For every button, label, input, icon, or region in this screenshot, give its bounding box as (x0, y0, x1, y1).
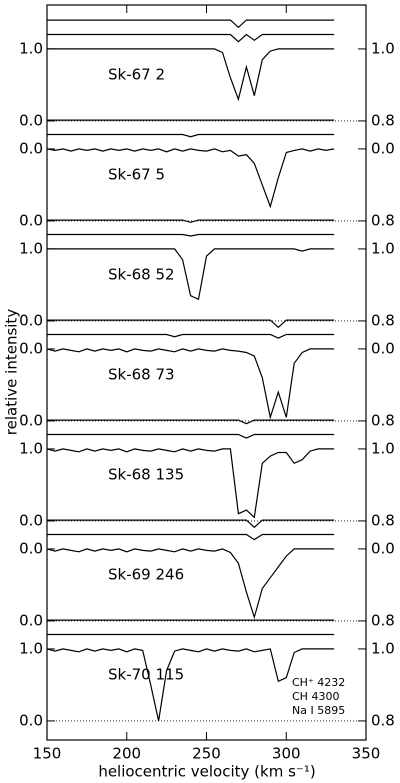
spectrum-line (46, 548, 335, 620)
y-axis-label: relative intensity (3, 309, 21, 436)
y-tick-label: 1.0 (19, 639, 43, 657)
y2-tick-label: 0.8 (371, 311, 395, 329)
spectrum-line (47, 419, 335, 425)
spectrum-line (47, 519, 335, 529)
y-tick-label: 1.0 (19, 439, 43, 457)
x-tick-label: 200 (112, 745, 141, 763)
y2-tick-label: 1.0 (371, 39, 395, 57)
y-tick-label: 1.0 (19, 39, 43, 57)
spectrum-line (46, 648, 335, 722)
y2-tick-label: 0.0 (371, 539, 395, 557)
y-tick-label: 0.0 (19, 211, 43, 229)
x-axis-label: heliocentric velocity (km s⁻¹) (98, 763, 315, 781)
spectrum-line (47, 433, 335, 439)
legend-entry: Na I 5895 (292, 704, 345, 717)
x-tick-label: 300 (272, 745, 301, 763)
x-tick-label: 350 (352, 745, 381, 763)
y2-tick-label: 1.0 (371, 239, 395, 257)
star-label: Sk-67 2 (108, 65, 165, 83)
star-label: Sk-68 73 (108, 365, 175, 383)
spectrum-line (47, 219, 335, 223)
spectrum-line (47, 533, 335, 541)
spectrum-line (47, 19, 335, 29)
y-tick-label: 1.0 (19, 239, 43, 257)
spectrum-line (46, 348, 335, 420)
y-tick-label: 0.0 (19, 511, 43, 529)
y-tick-label: 0.0 (19, 611, 43, 629)
y2-tick-label: 0.8 (371, 211, 395, 229)
spectrum-line (47, 248, 335, 301)
y-tick-label: 0.0 (19, 411, 43, 429)
y-tick-label: 0.0 (19, 111, 43, 129)
y2-tick-label: 0.8 (371, 711, 395, 729)
spectrum-line (47, 48, 335, 102)
y2-tick-label: 0.8 (371, 511, 395, 529)
spectrum-line (47, 333, 335, 339)
y2-tick-label: 0.8 (371, 611, 395, 629)
y2-tick-label: 0.0 (371, 339, 395, 357)
star-label: Sk-68 135 (108, 465, 184, 483)
y2-tick-label: 1.0 (371, 639, 395, 657)
y-tick-label: 0.0 (19, 139, 43, 157)
y2-tick-label: 1.0 (371, 439, 395, 457)
y-tick-label: 0.0 (19, 311, 43, 329)
y-tick-label: 0.0 (19, 539, 43, 557)
spectrum-line (47, 133, 335, 138)
y2-tick-label: 0.0 (371, 139, 395, 157)
legend-entry: CH⁺ 4232 (292, 676, 345, 689)
plot-frame (46, 4, 367, 741)
y-tick-label: 0.0 (19, 339, 43, 357)
star-label: Sk-69 246 (108, 565, 184, 583)
star-label: Sk-70 115 (108, 665, 184, 683)
y2-tick-label: 0.8 (371, 111, 395, 129)
spectrum-line (47, 233, 335, 237)
x-tick-label: 250 (192, 745, 221, 763)
y2-tick-label: 0.8 (371, 411, 395, 429)
legend-entry: CH 4300 (292, 690, 339, 703)
spectrum-line (47, 33, 335, 43)
spectrum-line (46, 148, 335, 209)
spectrum-line (47, 319, 335, 329)
spectrum-line (46, 448, 335, 519)
y-tick-label: 0.0 (19, 711, 43, 729)
star-label: Sk-67 5 (108, 165, 165, 183)
x-tick-label: 150 (33, 745, 62, 763)
star-label: Sk-68 52 (108, 265, 175, 283)
